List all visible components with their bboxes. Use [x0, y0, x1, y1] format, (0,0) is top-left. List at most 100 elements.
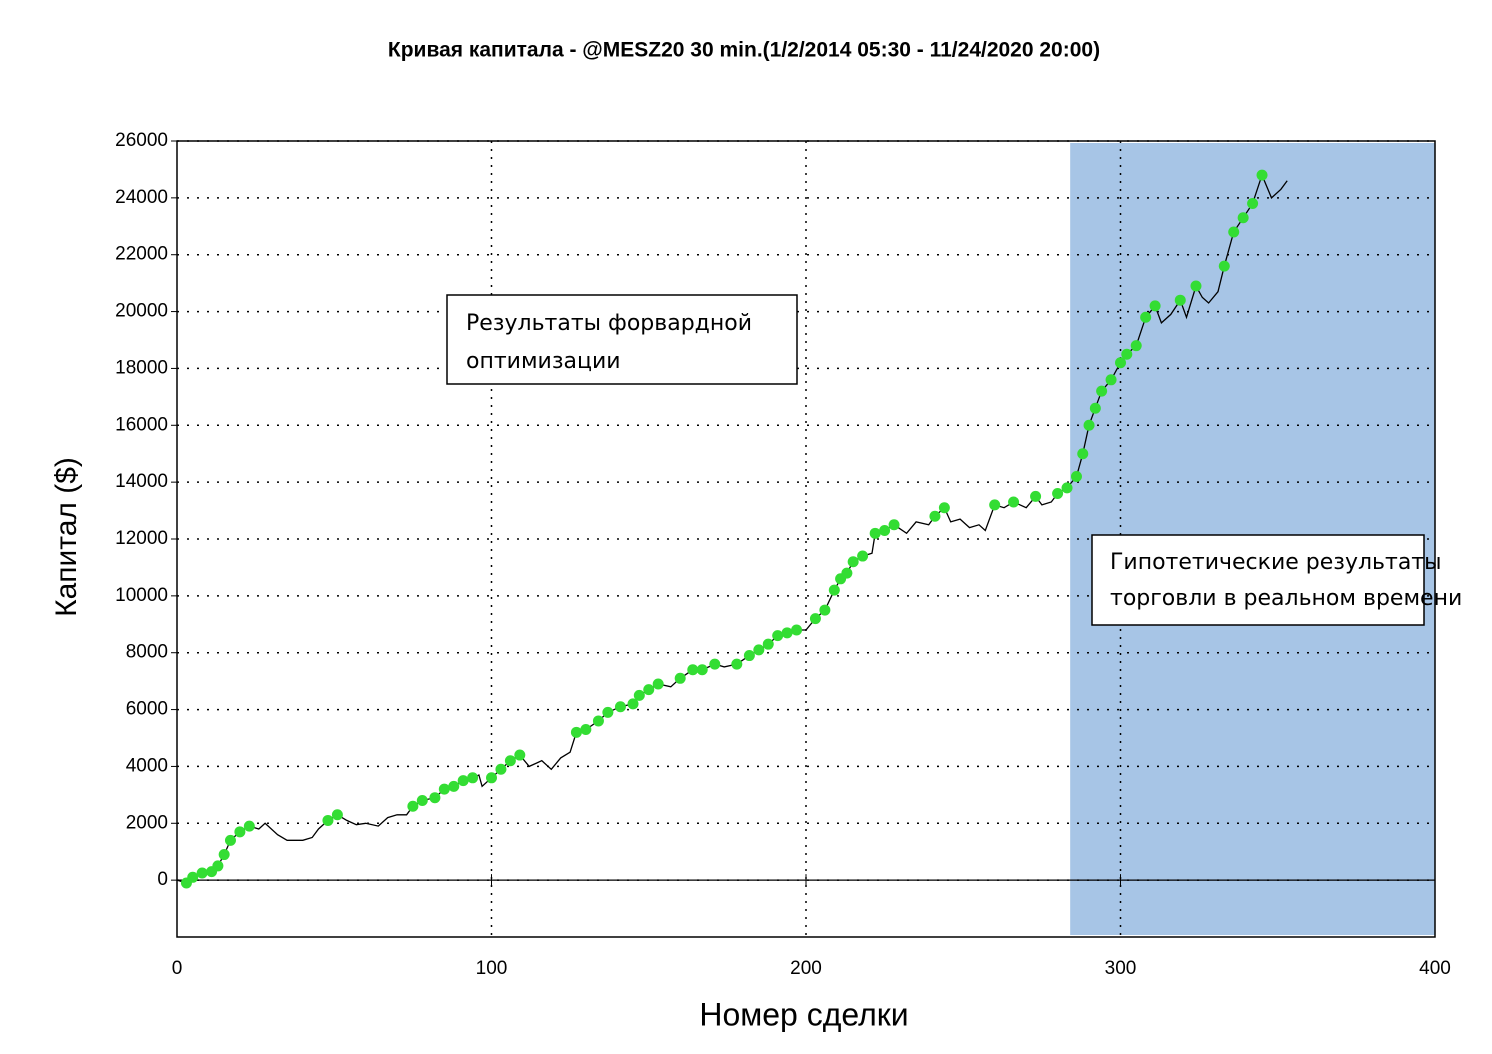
- equity-high-marker: [486, 772, 497, 784]
- y-tick-label: 16000: [115, 414, 168, 435]
- chart-title: Кривая капитала - @MESZ20 30 min.(1/2/20…: [388, 39, 1100, 62]
- annotation-text: Результаты форвардной: [466, 311, 752, 336]
- equity-high-marker: [791, 624, 803, 636]
- equity-high-marker: [633, 689, 645, 701]
- equity-high-marker: [627, 698, 639, 710]
- equity-high-marker: [614, 701, 626, 713]
- equity-high-marker: [448, 780, 460, 792]
- equity-high-marker: [1115, 357, 1126, 369]
- equity-high-marker: [457, 775, 469, 787]
- equity-high-marker: [643, 684, 655, 696]
- equity-high-marker: [1228, 226, 1240, 238]
- equity-high-marker: [869, 527, 881, 539]
- x-axis-label: Номер сделки: [699, 996, 908, 1032]
- equity-high-marker: [218, 849, 230, 861]
- annotation-box: [1091, 534, 1425, 626]
- equity-high-marker: [1218, 260, 1230, 272]
- equity-high-marker: [674, 672, 686, 684]
- equity-high-marker: [1140, 311, 1152, 323]
- equity-high-marker: [652, 678, 664, 690]
- equity-high-marker: [1237, 212, 1249, 224]
- x-tick-label: 400: [1419, 958, 1451, 979]
- equity-high-marker: [888, 519, 900, 531]
- equity-high-marker: [772, 630, 784, 642]
- equity-high-marker: [1247, 198, 1259, 210]
- equity-high-marker: [1130, 340, 1142, 352]
- equity-high-marker: [1083, 419, 1095, 431]
- equity-high-marker: [514, 749, 526, 761]
- equity-high-marker: [1149, 300, 1161, 312]
- equity-high-marker: [495, 763, 507, 775]
- equity-high-marker: [224, 834, 236, 846]
- y-tick-label: 2000: [126, 812, 168, 833]
- equity-high-marker: [809, 613, 821, 625]
- equity-high-marker: [212, 860, 224, 872]
- equity-high-marker: [1008, 496, 1020, 508]
- equity-high-marker: [841, 567, 853, 579]
- equity-high-marker: [602, 706, 614, 718]
- equity-high-marker: [938, 502, 950, 514]
- equity-high-marker: [696, 664, 708, 676]
- equity-line: [176, 173, 1288, 884]
- annotation-text: оптимизации: [466, 349, 621, 374]
- x-tick-label: 200: [790, 958, 822, 979]
- equity-high-marker: [416, 795, 428, 807]
- equity-high-marker: [331, 809, 343, 821]
- equity-high-marker: [1030, 490, 1042, 502]
- x-tick-label: 0: [172, 958, 183, 979]
- y-tick-label: 0: [157, 869, 168, 890]
- y-axis-label: Капитал ($): [50, 457, 83, 617]
- equity-high-marker: [234, 826, 246, 838]
- equity-high-marker: [819, 604, 831, 616]
- equity-high-marker: [762, 638, 774, 650]
- equity-high-marker: [743, 650, 755, 662]
- y-tick-label: 6000: [126, 699, 168, 720]
- equity-high-marker: [438, 783, 450, 795]
- y-tick-label: 4000: [126, 755, 168, 776]
- equity-high-marker: [687, 664, 699, 676]
- equity-high-marker: [879, 524, 891, 536]
- annotation-box: [446, 294, 798, 385]
- equity-high-marker: [847, 556, 859, 568]
- equity-high-marker: [1121, 348, 1133, 360]
- equity-high-marker: [429, 792, 441, 804]
- y-tick-label: 10000: [115, 585, 168, 606]
- equity-high-marker: [467, 772, 479, 784]
- equity-high-marker: [753, 644, 765, 656]
- equity-high-marker: [828, 584, 840, 596]
- equity-high-marker: [1096, 385, 1108, 397]
- equity-high-marker: [929, 510, 941, 522]
- y-tick-label: 20000: [115, 301, 168, 322]
- annotation-text: Гипотетические результаты: [1110, 550, 1442, 575]
- y-tick-label: 18000: [115, 357, 168, 378]
- equity-high-marker: [1077, 448, 1089, 460]
- equity-high-marker: [592, 715, 604, 727]
- equity-high-marker: [1174, 294, 1186, 306]
- equity-high-marker: [731, 658, 743, 670]
- x-tick-label: 300: [1105, 958, 1137, 979]
- equity-high-marker: [504, 755, 516, 767]
- equity-high-marker: [1256, 169, 1268, 181]
- equity-high-marker: [243, 820, 255, 832]
- equity-high-marker: [1052, 488, 1064, 500]
- annotation-text: торговли в реальном времени: [1110, 586, 1462, 611]
- equity-high-marker: [1089, 402, 1101, 414]
- equity-high-marker: [187, 871, 199, 883]
- equity-high-marker: [1061, 482, 1073, 494]
- y-tick-label: 22000: [115, 244, 168, 265]
- equity-high-marker: [989, 499, 1001, 511]
- equity-high-marker: [407, 800, 419, 812]
- equity-high-marker: [781, 627, 793, 639]
- equity-high-marker: [1070, 470, 1082, 482]
- y-tick-label: 26000: [115, 130, 168, 151]
- equity-high-marker: [580, 723, 592, 735]
- y-tick-label: 14000: [115, 471, 168, 492]
- y-tick-label: 8000: [126, 642, 168, 663]
- equity-high-marker: [1190, 280, 1202, 292]
- equity-high-marker: [709, 658, 721, 670]
- y-tick-label: 12000: [115, 528, 168, 549]
- equity-high-marker: [196, 867, 208, 879]
- y-tick-label: 24000: [115, 187, 168, 208]
